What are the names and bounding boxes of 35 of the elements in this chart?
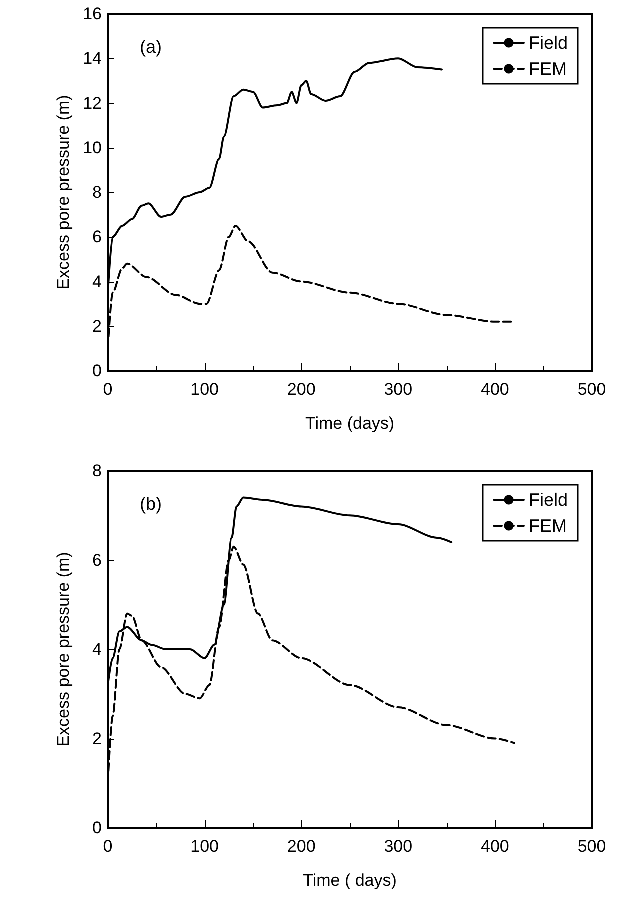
y-tick-label: 4 bbox=[92, 640, 102, 659]
y-tick-label: 16 bbox=[83, 4, 102, 24]
legend-label: Field bbox=[528, 33, 568, 53]
y-tick-label: 2 bbox=[92, 316, 102, 336]
y-tick-label: 4 bbox=[92, 272, 102, 292]
annotation: (a) bbox=[140, 37, 162, 57]
y-axis-title: Excess pore pressure (m) bbox=[54, 552, 73, 747]
y-tick-label: 10 bbox=[83, 138, 102, 158]
line-series bbox=[107, 58, 443, 294]
legend-label: Field bbox=[528, 490, 568, 510]
x-tick-label: 500 bbox=[578, 380, 606, 399]
x-tick-label: 200 bbox=[287, 380, 316, 399]
annotation: (b) bbox=[140, 494, 162, 514]
x-tick-label: 500 bbox=[578, 837, 606, 856]
y-tick-label: 6 bbox=[92, 228, 102, 247]
x-tick-label: 400 bbox=[481, 837, 510, 856]
y-tick-label: 14 bbox=[83, 49, 102, 68]
x-tick-label: 400 bbox=[481, 380, 510, 399]
legend-label: FEM bbox=[528, 516, 567, 536]
y-tick-label: 2 bbox=[92, 729, 102, 748]
y-tick-label: 0 bbox=[92, 818, 102, 838]
y-axis-title: Excess pore pressure (m) bbox=[54, 95, 73, 290]
x-tick-label: 300 bbox=[384, 380, 413, 399]
x-axis-title: Time (days) bbox=[305, 414, 395, 433]
x-tick-label: 300 bbox=[384, 837, 413, 856]
x-tick-label: 200 bbox=[287, 837, 316, 856]
x-tick-label: 100 bbox=[190, 380, 219, 399]
legend-label: FEM bbox=[528, 59, 567, 79]
x-axis-title: Time ( days) bbox=[303, 871, 397, 890]
y-tick-label: 8 bbox=[92, 462, 102, 480]
y-tick-label: 0 bbox=[92, 362, 102, 380]
x-tick-label: 100 bbox=[190, 837, 219, 856]
y-tick-label: 6 bbox=[92, 550, 102, 570]
y-tick-label: 12 bbox=[83, 94, 102, 113]
y-tick-label: 8 bbox=[92, 183, 102, 202]
